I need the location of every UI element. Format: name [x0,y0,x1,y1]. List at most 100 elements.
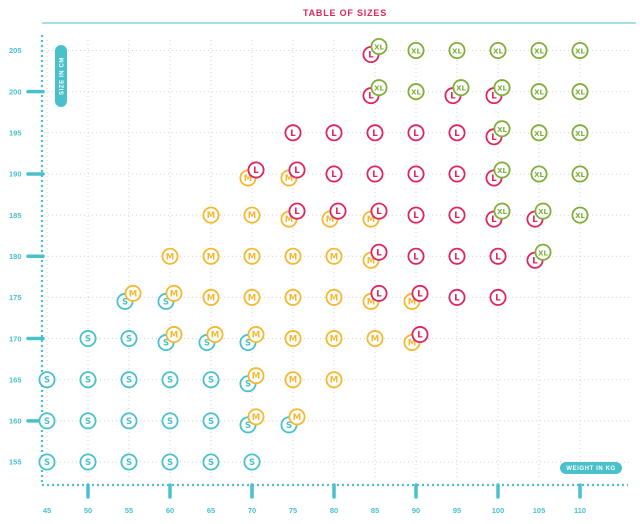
mark-letter: L [413,170,419,180]
mark-letter: S [208,417,214,427]
mark-circle [493,120,511,138]
size-mark-xl: XL [493,161,511,179]
mark-circle [38,412,56,430]
size-mark-xl: XL [530,165,548,183]
y-axis-label-pill [55,45,67,107]
mark-letter: L [368,51,374,61]
size-mark-m: M [366,330,384,348]
x-tick-label: 65 [207,506,215,515]
size-mark-s: S [79,453,97,471]
mark-circle [530,124,548,142]
size-mark-l: L [325,165,343,183]
mark-letter: L [413,252,419,262]
x-tick-label: 70 [248,506,256,515]
mark-letter: XL [497,85,507,93]
mark-circle [366,165,384,183]
mark-letter: M [207,293,215,303]
size-mark-l: L [366,124,384,142]
mark-circle [325,124,343,142]
size-mark-l: L [448,206,466,224]
mark-letter: L [532,215,538,225]
mark-circle [407,124,425,142]
mark-letter: L [376,289,382,299]
mark-circle [161,371,179,389]
mark-letter: L [454,170,460,180]
mark-letter: S [122,297,128,307]
y-tick-label: 180 [9,252,22,261]
mark-letter: S [126,376,132,386]
mark-letter: M [248,293,256,303]
mark-letter: L [376,248,382,258]
x-tick-label: 100 [492,506,505,515]
mark-letter: L [372,129,378,139]
size-mark-xl: XL [370,79,388,97]
size-mark-l: L [411,326,429,344]
mark-letter: S [85,458,91,468]
mark-circle [448,288,466,306]
mark-circle [411,326,429,344]
mark-circle [120,453,138,471]
mark-letter: L [331,170,337,180]
size-mark-l: L [366,165,384,183]
mark-letter: S [44,417,50,427]
mark-circle [493,161,511,179]
mark-letter: S [126,335,132,345]
size-mark-l: L [370,202,388,220]
mark-letter: L [376,207,382,217]
size-mark-xl: XL [370,38,388,56]
mark-letter: L [491,215,497,225]
mark-letter: XL [497,208,507,216]
mark-letter: M [129,289,137,299]
mark-circle [124,284,142,302]
mark-circle [407,83,425,101]
mark-circle [489,42,507,60]
mark-letter: S [163,297,169,307]
size-mark-s: S [120,330,138,348]
axes: 155 160 165 170 175 180 185 190 195 200 205 45 50 55 6… [9,35,628,515]
size-mark-s: S [243,453,261,471]
mark-circle [366,330,384,348]
mark-letter: S [126,458,132,468]
x-tick-label: 50 [84,506,92,515]
size-mark-s: S [38,453,56,471]
size-mark-m: M [202,247,220,265]
mark-letter: XL [411,89,421,97]
mark-circle [571,42,589,60]
mark-circle [407,247,425,265]
mark-circle [202,453,220,471]
mark-circle [161,453,179,471]
x-axis-label-pill [560,462,622,474]
size-mark-l: L [407,165,425,183]
size-mark-m: M [288,408,306,426]
mark-letter: XL [374,85,384,93]
mark-letter: M [244,174,252,184]
size-mark-l: L [448,165,466,183]
mark-letter: XL [534,130,544,138]
size-mark-s: S [79,371,97,389]
size-mark-m: M [124,284,142,302]
mark-letter: M [285,215,293,225]
mark-letter: M [367,256,375,266]
mark-letter: M [408,339,416,349]
y-tick-label: 160 [9,417,22,426]
mark-circle [530,83,548,101]
mark-letter: S [163,339,169,349]
size-mark-m: M [325,288,343,306]
mark-circle [448,206,466,224]
size-mark-l: L [407,124,425,142]
mark-letter: L [413,129,419,139]
mark-letter: S [85,417,91,427]
mark-letter: L [368,92,374,102]
mark-circle [571,206,589,224]
mark-letter: M [289,293,297,303]
size-mark-l: L [411,284,429,302]
mark-circle [243,288,261,306]
mark-circle [247,367,265,385]
mark-circle [202,288,220,306]
mark-letter: M [248,211,256,221]
mark-circle [243,247,261,265]
mark-letter: L [454,293,460,303]
size-mark-l: L [284,124,302,142]
mark-circle [448,42,466,60]
mark-letter: M [330,293,338,303]
